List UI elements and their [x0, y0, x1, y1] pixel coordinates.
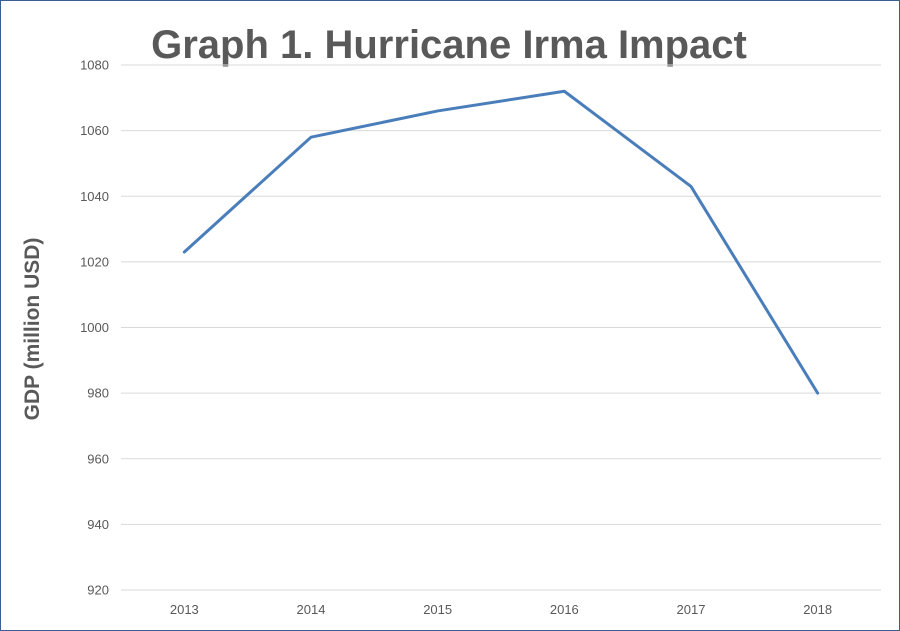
y-tick-label: 920: [87, 583, 109, 598]
y-tick-label: 1000: [80, 320, 109, 335]
chart-title: Graph 1. Hurricane Irma Impact: [151, 23, 747, 67]
y-tick-label: 1080: [80, 58, 109, 73]
x-tick-labels: 2013 2014 2015 2016 2017 2018: [170, 602, 832, 617]
series-line: [182, 89, 820, 395]
y-tick-label: 1040: [80, 189, 109, 204]
y-tick-label: 980: [87, 386, 109, 401]
series-layer: [182, 89, 820, 395]
x-tick-label: 2017: [677, 602, 706, 617]
x-tick-label: 2014: [297, 602, 326, 617]
y-tick-label: 1020: [80, 254, 109, 269]
x-tick-label: 2016: [550, 602, 579, 617]
gridlines: [121, 64, 881, 591]
y-tick-label: 960: [87, 451, 109, 466]
x-tick-label: 2015: [423, 602, 452, 617]
y-tick-label: 1060: [80, 123, 109, 138]
y-axis-label: GDP (million USD): [21, 238, 44, 421]
x-tick-label: 2013: [170, 602, 199, 617]
x-tick-label: 2018: [803, 602, 832, 617]
y-tick-label: 940: [87, 517, 109, 532]
y-tick-labels: 920 940 960 980 1000 1020 1040 1060 1080: [80, 58, 109, 598]
